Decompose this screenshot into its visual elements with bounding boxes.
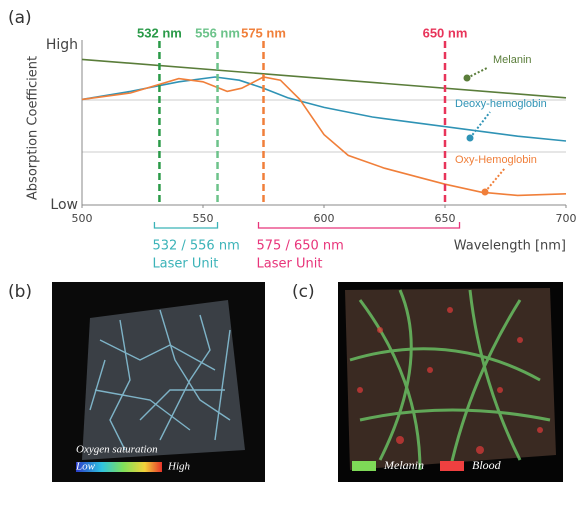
x-tick-label: 500 — [72, 212, 93, 225]
legend-low: Low — [75, 461, 96, 473]
y-tick-label: Low — [50, 197, 78, 213]
panel-label: (c) — [292, 282, 315, 302]
series-label: Melanin — [493, 54, 532, 66]
image-panel-c — [338, 282, 563, 482]
legend-swatch — [440, 461, 464, 471]
x-tick-label: 700 — [556, 212, 577, 225]
series-label: Deoxy-hemoglobin — [455, 98, 547, 110]
x-tick-label: 650 — [435, 212, 456, 225]
series-line — [82, 77, 566, 195]
panel-label: (b) — [8, 282, 32, 302]
label-leader — [485, 168, 505, 192]
legend-label: Melanin — [383, 458, 424, 472]
figure: (a) (b) (c) Absorption Coefficient Wavel… — [0, 0, 581, 508]
label-leader — [470, 112, 490, 138]
laser-label: 532 nm — [137, 25, 182, 40]
x-tick-label: 600 — [314, 212, 335, 225]
laser-unit-sublabel: Laser Unit — [257, 257, 323, 272]
laser-unit-label: 575 / 650 nm — [257, 239, 344, 254]
label-pointer — [464, 75, 471, 82]
legend-title: Oxygen saturation — [76, 444, 158, 456]
y-tick-label: High — [46, 37, 78, 53]
laser-unit-bracket — [259, 222, 460, 228]
laser-unit-label: 532 / 556 nm — [152, 239, 239, 254]
x-axis-label: Wavelength [nm] — [454, 239, 566, 254]
laser-label: 556 nm — [195, 25, 240, 40]
panel-label: (a) — [8, 8, 32, 28]
label-pointer — [482, 189, 489, 196]
label-pointer — [467, 135, 474, 142]
series-label: Oxy-Hemoglobin — [455, 154, 537, 166]
laser-label: 575 nm — [241, 25, 286, 40]
y-axis-label: Absorption Coefficient — [26, 56, 41, 200]
page: {"panel_labels": ["(a)", "(b)", "(c)"], … — [0, 0, 581, 508]
legend-high: High — [167, 461, 191, 473]
legend-swatch — [352, 461, 376, 471]
x-tick-label: 550 — [193, 212, 214, 225]
legend-label: Blood — [472, 458, 502, 472]
laser-unit-sublabel: Laser Unit — [152, 257, 218, 272]
laser-label: 650 nm — [423, 25, 468, 40]
